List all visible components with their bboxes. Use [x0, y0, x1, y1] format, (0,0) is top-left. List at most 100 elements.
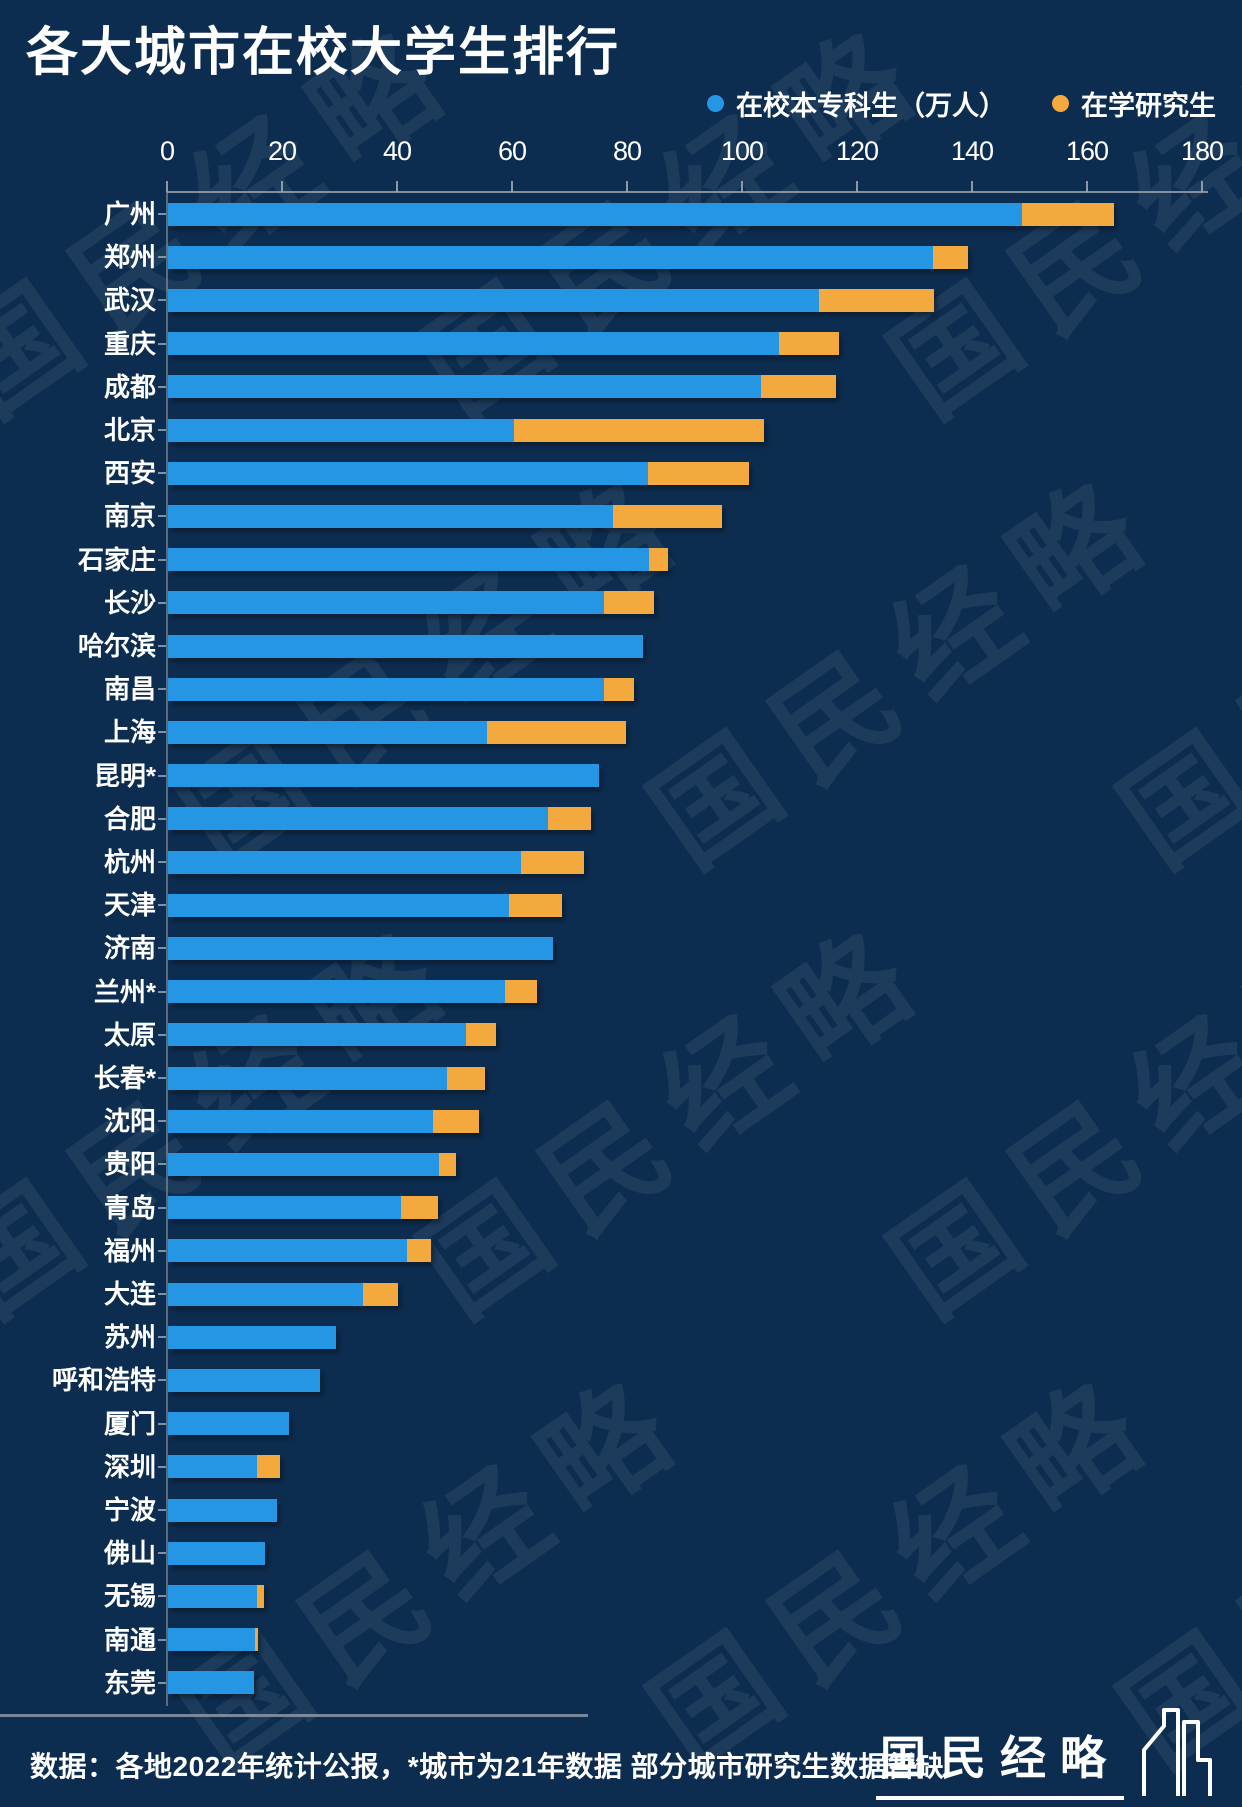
- y-tick-mark: [158, 1206, 166, 1209]
- legend-dot-grad: [1052, 95, 1069, 112]
- category-label: 深圳: [103, 1451, 156, 1482]
- x-tick-label: 120: [835, 136, 879, 166]
- category-label: 南通: [103, 1624, 156, 1655]
- y-tick-mark: [158, 256, 166, 259]
- bar-segment-undergrad: [168, 1023, 467, 1047]
- legend-item-grad: 在学研究生: [1052, 84, 1216, 123]
- bar-row: [168, 1498, 278, 1522]
- bar-segment-undergrad: [168, 1325, 337, 1349]
- y-tick-mark: [158, 774, 166, 777]
- bar-segment-undergrad: [168, 1412, 290, 1436]
- bar-segment-undergrad: [168, 1455, 258, 1479]
- y-tick-mark: [158, 990, 166, 993]
- bar-segment-grad: [406, 1239, 432, 1263]
- legend-label-grad: 在学研究生: [1081, 91, 1216, 121]
- x-tick-label: 180: [1180, 136, 1224, 166]
- bar-segment-grad: [932, 245, 968, 269]
- brand-logo-text: 国民经略: [876, 1733, 1124, 1800]
- category-label: 佛山: [103, 1538, 156, 1569]
- y-tick-mark: [158, 299, 166, 302]
- bar-segment-undergrad: [168, 893, 509, 917]
- bar-row: [168, 1671, 254, 1695]
- category-label: 太原: [103, 1019, 156, 1050]
- bar-segment-undergrad: [168, 850, 522, 874]
- bar-segment-grad: [257, 1584, 265, 1608]
- category-label: 南京: [103, 501, 156, 532]
- x-tick-label: 80: [612, 136, 642, 166]
- bar-segment-undergrad: [168, 1196, 401, 1220]
- bar-segment-undergrad: [168, 980, 505, 1004]
- bar-row: [168, 1282, 398, 1306]
- category-label: 广州: [103, 199, 156, 229]
- y-tick-mark: [158, 1552, 166, 1555]
- bar-row: [168, 634, 643, 658]
- y-tick-mark: [158, 731, 166, 734]
- category-label: 成都: [103, 371, 156, 402]
- y-tick-mark: [158, 472, 166, 475]
- bar-row: [168, 504, 723, 528]
- y-tick-mark: [158, 429, 166, 431]
- y-tick-mark: [158, 1033, 166, 1036]
- bar-segment-grad: [439, 1152, 457, 1176]
- category-label: 长沙: [103, 587, 156, 618]
- bar-row: [168, 850, 585, 874]
- category-label: 昆明*: [93, 760, 156, 791]
- y-tick-mark: [158, 1595, 166, 1598]
- source-note: 数据：各地2022年统计公报，*城市为21年数据 部分城市研究生数据暂缺: [30, 1751, 945, 1782]
- y-tick-mark: [158, 904, 166, 907]
- legend: 在校本专科生（万人） 在学研究生: [707, 84, 1216, 123]
- x-tick-label: 160: [1065, 136, 1109, 166]
- bar-segment-undergrad: [168, 418, 515, 442]
- bar-segment-undergrad: [168, 375, 762, 399]
- category-label: 无锡: [103, 1581, 156, 1612]
- bar-segment-undergrad: [168, 202, 1022, 226]
- bar-segment-undergrad: [168, 807, 548, 831]
- y-tick-mark: [158, 1379, 166, 1382]
- legend-dot-undergrad: [707, 95, 724, 112]
- y-tick-mark: [158, 1638, 166, 1641]
- bar-segment-undergrad: [168, 504, 614, 528]
- bar-segment-undergrad: [168, 1066, 448, 1090]
- bar-segment-undergrad: [168, 1498, 278, 1522]
- x-tick-label: 60: [497, 136, 527, 166]
- category-label: 青岛: [103, 1192, 156, 1223]
- bar-segment-grad: [648, 461, 750, 485]
- bar-row: [168, 980, 538, 1004]
- bar-segment-undergrad: [168, 677, 604, 701]
- bar-row: [168, 418, 764, 442]
- bar-segment-undergrad: [168, 1671, 254, 1695]
- category-label: 北京: [103, 415, 156, 445]
- x-tick-mark: [1201, 181, 1203, 192]
- y-tick-mark: [158, 1077, 166, 1079]
- bar-segment-undergrad: [168, 1152, 440, 1176]
- x-tick-mark: [626, 181, 628, 192]
- bar-segment-grad: [432, 1109, 479, 1133]
- x-tick-label: 40: [382, 136, 412, 166]
- y-tick-mark: [158, 515, 166, 518]
- category-label: 合肥: [103, 803, 156, 834]
- bar-row: [168, 288, 934, 312]
- x-tick-mark: [741, 181, 743, 192]
- bar-row: [168, 893, 562, 917]
- y-tick-mark: [158, 213, 166, 215]
- bar-row: [168, 1412, 290, 1436]
- category-label: 呼和浩特: [51, 1365, 156, 1396]
- bar-segment-grad: [254, 1628, 259, 1652]
- brand-logo: 国民经略: [876, 1700, 1214, 1800]
- category-label: 兰州*: [93, 976, 156, 1007]
- bar-row: [168, 1628, 259, 1652]
- category-label: 东莞: [103, 1667, 156, 1698]
- category-label: 宁波: [103, 1495, 156, 1525]
- category-label: 天津: [103, 890, 156, 921]
- bar-row: [168, 1584, 265, 1608]
- x-tick-label: 20: [267, 136, 297, 166]
- bar-row: [168, 202, 1114, 226]
- bar-segment-grad: [447, 1066, 485, 1090]
- category-label: 苏州: [103, 1322, 156, 1353]
- bar-row: [168, 375, 836, 399]
- bar-segment-undergrad: [168, 1628, 255, 1652]
- y-tick-mark: [158, 1163, 166, 1166]
- bar-segment-undergrad: [168, 1368, 320, 1392]
- bar-segment-grad: [257, 1455, 281, 1479]
- y-tick-mark: [158, 1249, 166, 1252]
